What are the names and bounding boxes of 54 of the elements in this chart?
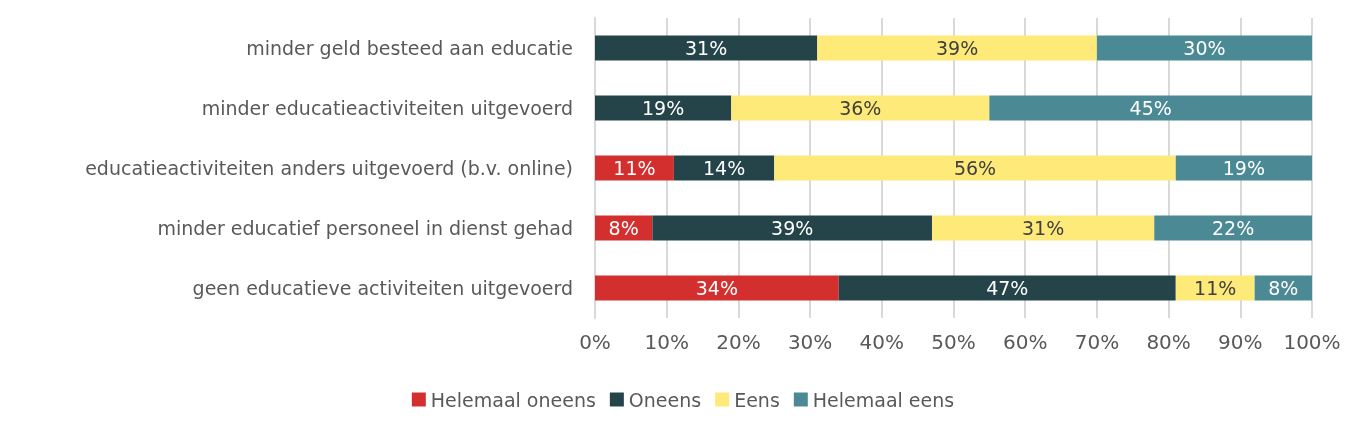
y-tick-label: minder educatief personeel in dienst gehad bbox=[157, 217, 573, 239]
bar bbox=[595, 35, 818, 61]
data-label: 8% bbox=[1268, 277, 1299, 299]
x-tick-label: 70% bbox=[1074, 330, 1120, 354]
data-label: 11% bbox=[1194, 277, 1237, 299]
bar bbox=[595, 155, 674, 181]
x-tick-label: 60% bbox=[1002, 330, 1048, 354]
data-label: 31% bbox=[685, 37, 728, 59]
data-label: 14% bbox=[702, 157, 746, 179]
bar bbox=[1096, 35, 1312, 61]
legend-label: Oneens bbox=[628, 388, 702, 411]
x-tick-label: 30% bbox=[787, 330, 833, 354]
bar bbox=[931, 215, 1155, 241]
bar bbox=[1175, 275, 1255, 301]
bar bbox=[989, 95, 1312, 121]
legend-label: Helemaal eens bbox=[812, 388, 955, 411]
data-label: 39% bbox=[935, 37, 979, 59]
data-label: 22% bbox=[1212, 217, 1255, 239]
data-label: 56% bbox=[953, 157, 997, 179]
x-tick-label: 20% bbox=[716, 330, 761, 354]
y-tick-label: geen educatieve activiteiten uitgevoerd bbox=[192, 277, 573, 299]
bar bbox=[1154, 215, 1312, 241]
bar bbox=[595, 275, 839, 301]
x-tick-label: 0% bbox=[579, 330, 611, 354]
bar bbox=[1175, 155, 1312, 181]
legend-label: Eens bbox=[734, 388, 780, 411]
data-label: 39% bbox=[771, 217, 814, 239]
data-label: 30% bbox=[1183, 37, 1226, 59]
x-tick-label: 50% bbox=[931, 330, 976, 354]
bar bbox=[817, 35, 1097, 61]
data-label: 31% bbox=[1022, 217, 1065, 239]
data-label: 8% bbox=[608, 217, 639, 239]
data-label: 45% bbox=[1129, 97, 1172, 119]
data-label: 19% bbox=[642, 97, 685, 119]
y-tick-label: minder educatieactiviteiten uitgevoerd bbox=[201, 97, 573, 119]
x-tick-label: 80% bbox=[1146, 330, 1191, 354]
data-label: 36% bbox=[839, 97, 882, 119]
bar bbox=[673, 155, 775, 181]
y-tick-label: minder geld besteed aan educatie bbox=[246, 37, 573, 59]
legend-label: Helemaal oneens bbox=[430, 388, 596, 411]
x-tick-label: 40% bbox=[859, 330, 905, 354]
x-tick-label: 10% bbox=[644, 330, 689, 354]
data-label: 11% bbox=[613, 157, 656, 179]
data-label: 19% bbox=[1222, 157, 1265, 179]
x-tick-label: 90% bbox=[1218, 330, 1263, 354]
bar bbox=[838, 275, 1176, 301]
y-tick-label: educatieactiviteiten anders uitgevoerd (b.v. online) bbox=[85, 157, 573, 179]
bar bbox=[652, 215, 932, 241]
bar bbox=[774, 155, 1176, 181]
data-label: 47% bbox=[986, 277, 1029, 299]
bar bbox=[595, 95, 732, 121]
data-label: 34% bbox=[695, 277, 739, 299]
x-tick-label: 100% bbox=[1283, 330, 1341, 354]
bar bbox=[731, 95, 990, 121]
